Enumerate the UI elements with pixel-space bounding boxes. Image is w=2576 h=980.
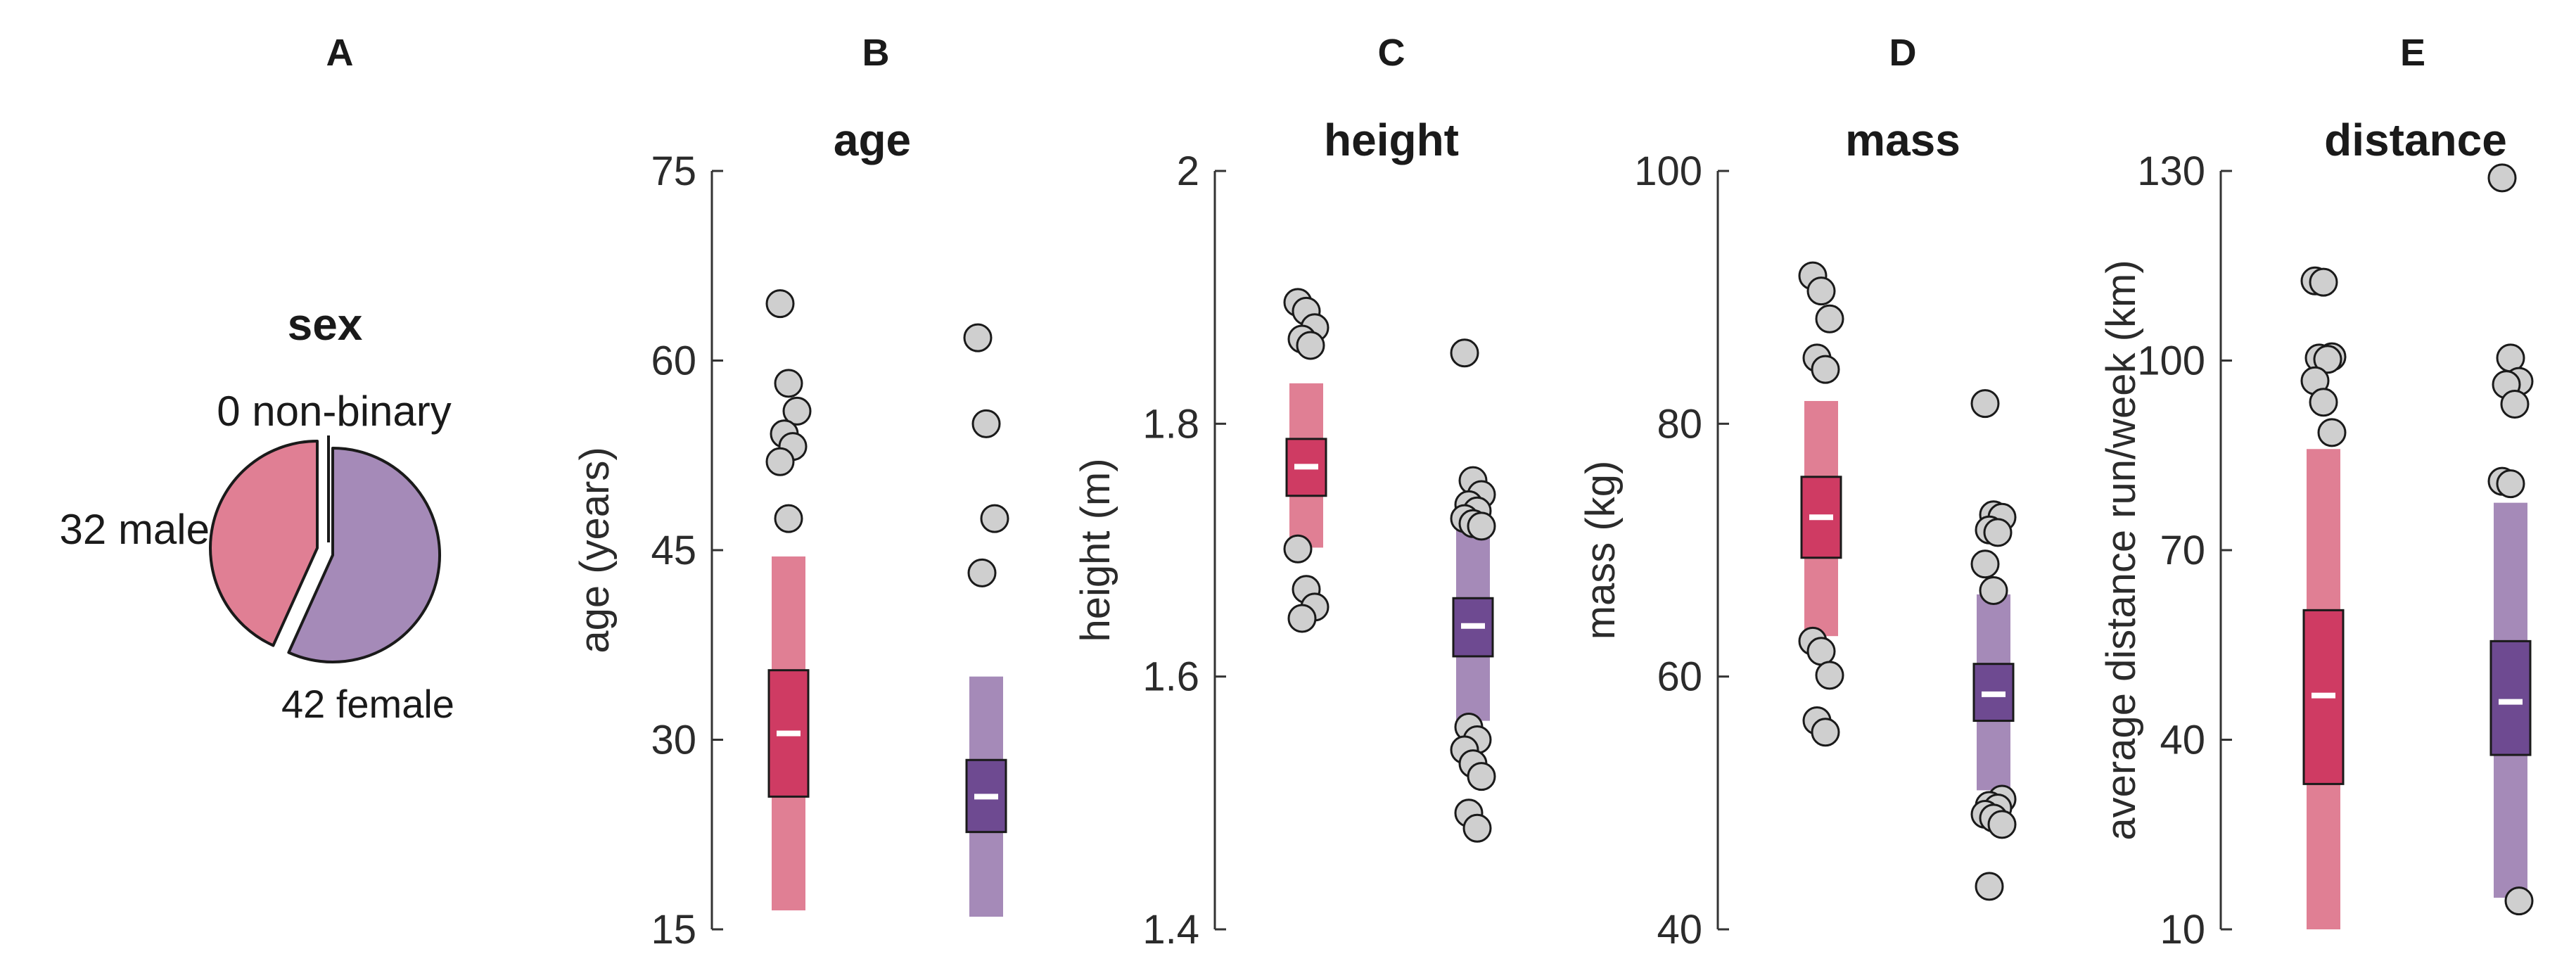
pie-slices bbox=[209, 435, 441, 663]
outlier-point-female bbox=[1467, 762, 1496, 791]
outlier-point-female bbox=[2487, 163, 2517, 193]
outlier-point-female bbox=[967, 558, 997, 587]
outlier-point-female bbox=[1970, 549, 2000, 579]
panel-b-age: age age (years) 15 30 45 60 75 bbox=[572, 115, 1009, 953]
y-axis-label: mass (kg) bbox=[1578, 461, 1624, 640]
panel-a-sex-pie: sex 0 non-binary 32 male 42 female bbox=[60, 299, 454, 726]
outlier-point-male bbox=[1283, 534, 1313, 564]
panel-letter-c: C bbox=[1378, 32, 1405, 74]
y-tick-label: 10 bbox=[2160, 907, 2205, 953]
y-axis-label: age (years) bbox=[572, 447, 618, 653]
y-tick-label: 75 bbox=[651, 148, 696, 194]
outlier-point-female bbox=[1450, 338, 1479, 368]
y-tick-label: 1.4 bbox=[1142, 907, 1199, 953]
chart-title: distance bbox=[2324, 115, 2507, 165]
outlier-point-male bbox=[765, 289, 795, 319]
panel-d-mass: mass mass (kg) 40 60 80 100 bbox=[1578, 115, 2017, 953]
outlier-point-female bbox=[2496, 469, 2525, 499]
outlier-point-male bbox=[2309, 388, 2338, 417]
outlier-point-female bbox=[2500, 389, 2530, 419]
y-axis-label: average distance run/week (km) bbox=[2098, 260, 2144, 840]
outlier-point-male bbox=[1287, 604, 1317, 633]
y-tick-label: 100 bbox=[1634, 148, 1702, 194]
panel-letter-e: E bbox=[2400, 32, 2425, 74]
chart-title: mass bbox=[1845, 115, 1960, 165]
outlier-point-female bbox=[1467, 511, 1496, 541]
y-tick-label: 60 bbox=[1657, 654, 1702, 700]
outlier-point-male bbox=[1815, 661, 1844, 690]
iqr-box-female bbox=[2489, 639, 2532, 756]
panel-letter-a: A bbox=[326, 32, 354, 74]
y-axis-label: height (m) bbox=[1073, 458, 1118, 642]
outlier-point-female bbox=[963, 323, 993, 352]
outlier-point-male bbox=[1806, 276, 1836, 306]
outlier-point-male bbox=[765, 447, 795, 476]
y-tick-label: 130 bbox=[2137, 148, 2205, 194]
panel-letters: A B C D E bbox=[326, 32, 2426, 74]
y-tick-label: 70 bbox=[2160, 528, 2205, 573]
y-tick-label: 1.8 bbox=[1142, 401, 1199, 447]
pie-slice-male bbox=[209, 440, 319, 647]
y-tick-label: 100 bbox=[2137, 338, 2205, 384]
pie-title: sex bbox=[288, 299, 363, 350]
outlier-point-male bbox=[774, 504, 803, 533]
pie-label-male: 32 male bbox=[60, 506, 210, 553]
outlier-point-female bbox=[1975, 872, 2004, 901]
y-tick-label: 2 bbox=[1177, 148, 1199, 194]
y-tick-label: 1.6 bbox=[1142, 654, 1199, 700]
y-tick-label: 40 bbox=[2160, 718, 2205, 763]
panel-c-height: height height (m) 1.4 1.6 1.8 2 bbox=[1073, 115, 1496, 953]
y-tick-label: 40 bbox=[1657, 907, 1702, 953]
outlier-point-female bbox=[971, 409, 1001, 438]
y-tick-label: 80 bbox=[1657, 401, 1702, 447]
outlier-point-female bbox=[1970, 389, 2000, 419]
panel-letter-b: B bbox=[862, 32, 890, 74]
outlier-point-female bbox=[1987, 810, 2017, 839]
outlier-point-male bbox=[1296, 331, 1325, 360]
y-tick-label: 30 bbox=[651, 718, 696, 763]
outlier-point-male bbox=[2317, 418, 2347, 447]
outlier-point-male bbox=[774, 369, 803, 398]
pie-label-female: 42 female bbox=[281, 682, 454, 726]
chart-title: age bbox=[834, 115, 911, 165]
pie-slice-female bbox=[287, 447, 441, 663]
panel-letter-d: D bbox=[1889, 32, 1917, 74]
outlier-point-male bbox=[1806, 637, 1836, 666]
y-tick-label: 60 bbox=[651, 338, 696, 384]
y-tick-label: 15 bbox=[651, 907, 696, 953]
outlier-point-male bbox=[1811, 355, 1840, 384]
outlier-point-female bbox=[2504, 886, 2534, 916]
outlier-point-male bbox=[1811, 718, 1840, 747]
chart-title: height bbox=[1324, 115, 1459, 165]
outlier-point-male bbox=[782, 396, 812, 426]
y-tick-label: 45 bbox=[651, 528, 696, 573]
pie-label-non-binary: 0 non-binary bbox=[217, 388, 452, 435]
outlier-point-female bbox=[980, 504, 1009, 533]
outlier-point-female bbox=[1462, 813, 1492, 843]
outlier-point-male bbox=[1815, 304, 1844, 333]
outlier-point-female bbox=[1983, 518, 2013, 547]
outlier-point-male bbox=[2309, 267, 2338, 297]
outlier-point-female bbox=[1979, 575, 2008, 605]
outlier-point-male bbox=[2313, 345, 2342, 374]
